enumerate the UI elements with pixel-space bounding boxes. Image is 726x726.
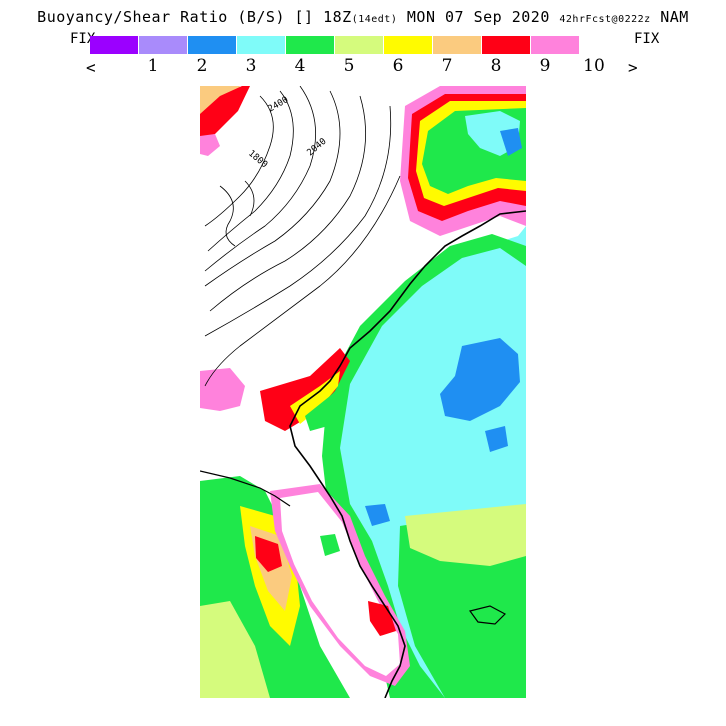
legend-swatch-8[interactable] [433,36,482,54]
blue-patch-small [485,426,508,452]
title-fcst: 42hrFcst@0222z [559,14,651,25]
legend-swatch-10[interactable] [531,36,580,54]
legend-tick-4: 4 [294,56,306,76]
legend-swatch-6[interactable] [335,36,384,54]
midatlantic-green-strip [305,386,345,431]
peninsula-white-land [280,492,400,676]
legend-ticks: 1 2 3 4 5 6 7 8 9 10 [90,56,605,76]
legend-tick-1: 1 [147,56,159,76]
peninsula-red-patch [368,601,396,636]
legend-tick-3: 3 [245,56,257,76]
legend-swatch-9[interactable] [482,36,531,54]
fix-left-button[interactable]: FIX [70,31,96,47]
legend-tick-8: 8 [490,56,502,76]
title-main: Buoyancy/Shear Ratio (B/S) [37,8,285,26]
peninsula-green-patch [320,534,340,556]
title-model: NAM [660,8,689,26]
legend-swatch-4[interactable] [237,36,286,54]
legend-swatch-7[interactable] [384,36,433,54]
northeast-blue-patch [500,128,522,156]
upperleft-red-corner [200,86,250,138]
fix-right-button[interactable]: FIX [634,31,660,47]
previous-arrow[interactable]: < [86,58,96,77]
gulfstream-yellowgreen-region [405,504,526,566]
midatlantic-pink-region [200,368,245,411]
legend-tick-9: 9 [539,56,551,76]
terrain-contours [204,86,401,387]
next-arrow[interactable]: > [628,58,638,77]
midatlantic-red-strip [260,348,350,431]
title-local: (14edt) [351,14,398,25]
legend-swatch-5[interactable] [286,36,335,54]
upperleft-pink-corner [200,134,220,156]
title-sep: [] 18Z [294,8,352,26]
west-red-patch [255,536,282,572]
blue-patch-large [440,338,520,421]
island-outline [468,605,506,625]
shoreline-detail [200,470,291,507]
legend-tick-2: 2 [196,56,208,76]
legend-tick-7: 7 [441,56,453,76]
legend-tick-10: 10 [583,56,605,76]
coastline [289,210,526,698]
forecast-map: 2400 1800 2040 [200,86,526,698]
legend-swatch-2[interactable] [139,36,188,54]
blue-patch-coastal [365,504,390,526]
legend-swatch-3[interactable] [188,36,237,54]
legend-tick-6: 6 [392,56,404,76]
legend-tick-5: 5 [343,56,355,76]
map-title: Buoyancy/Shear Ratio (B/S) [] 18Z(14edt)… [0,8,726,26]
color-legend[interactable] [90,36,580,54]
title-date: MON 07 Sep 2020 [406,8,550,26]
legend-swatch-1[interactable] [90,36,139,54]
west-yellowgreen-region [200,601,270,698]
